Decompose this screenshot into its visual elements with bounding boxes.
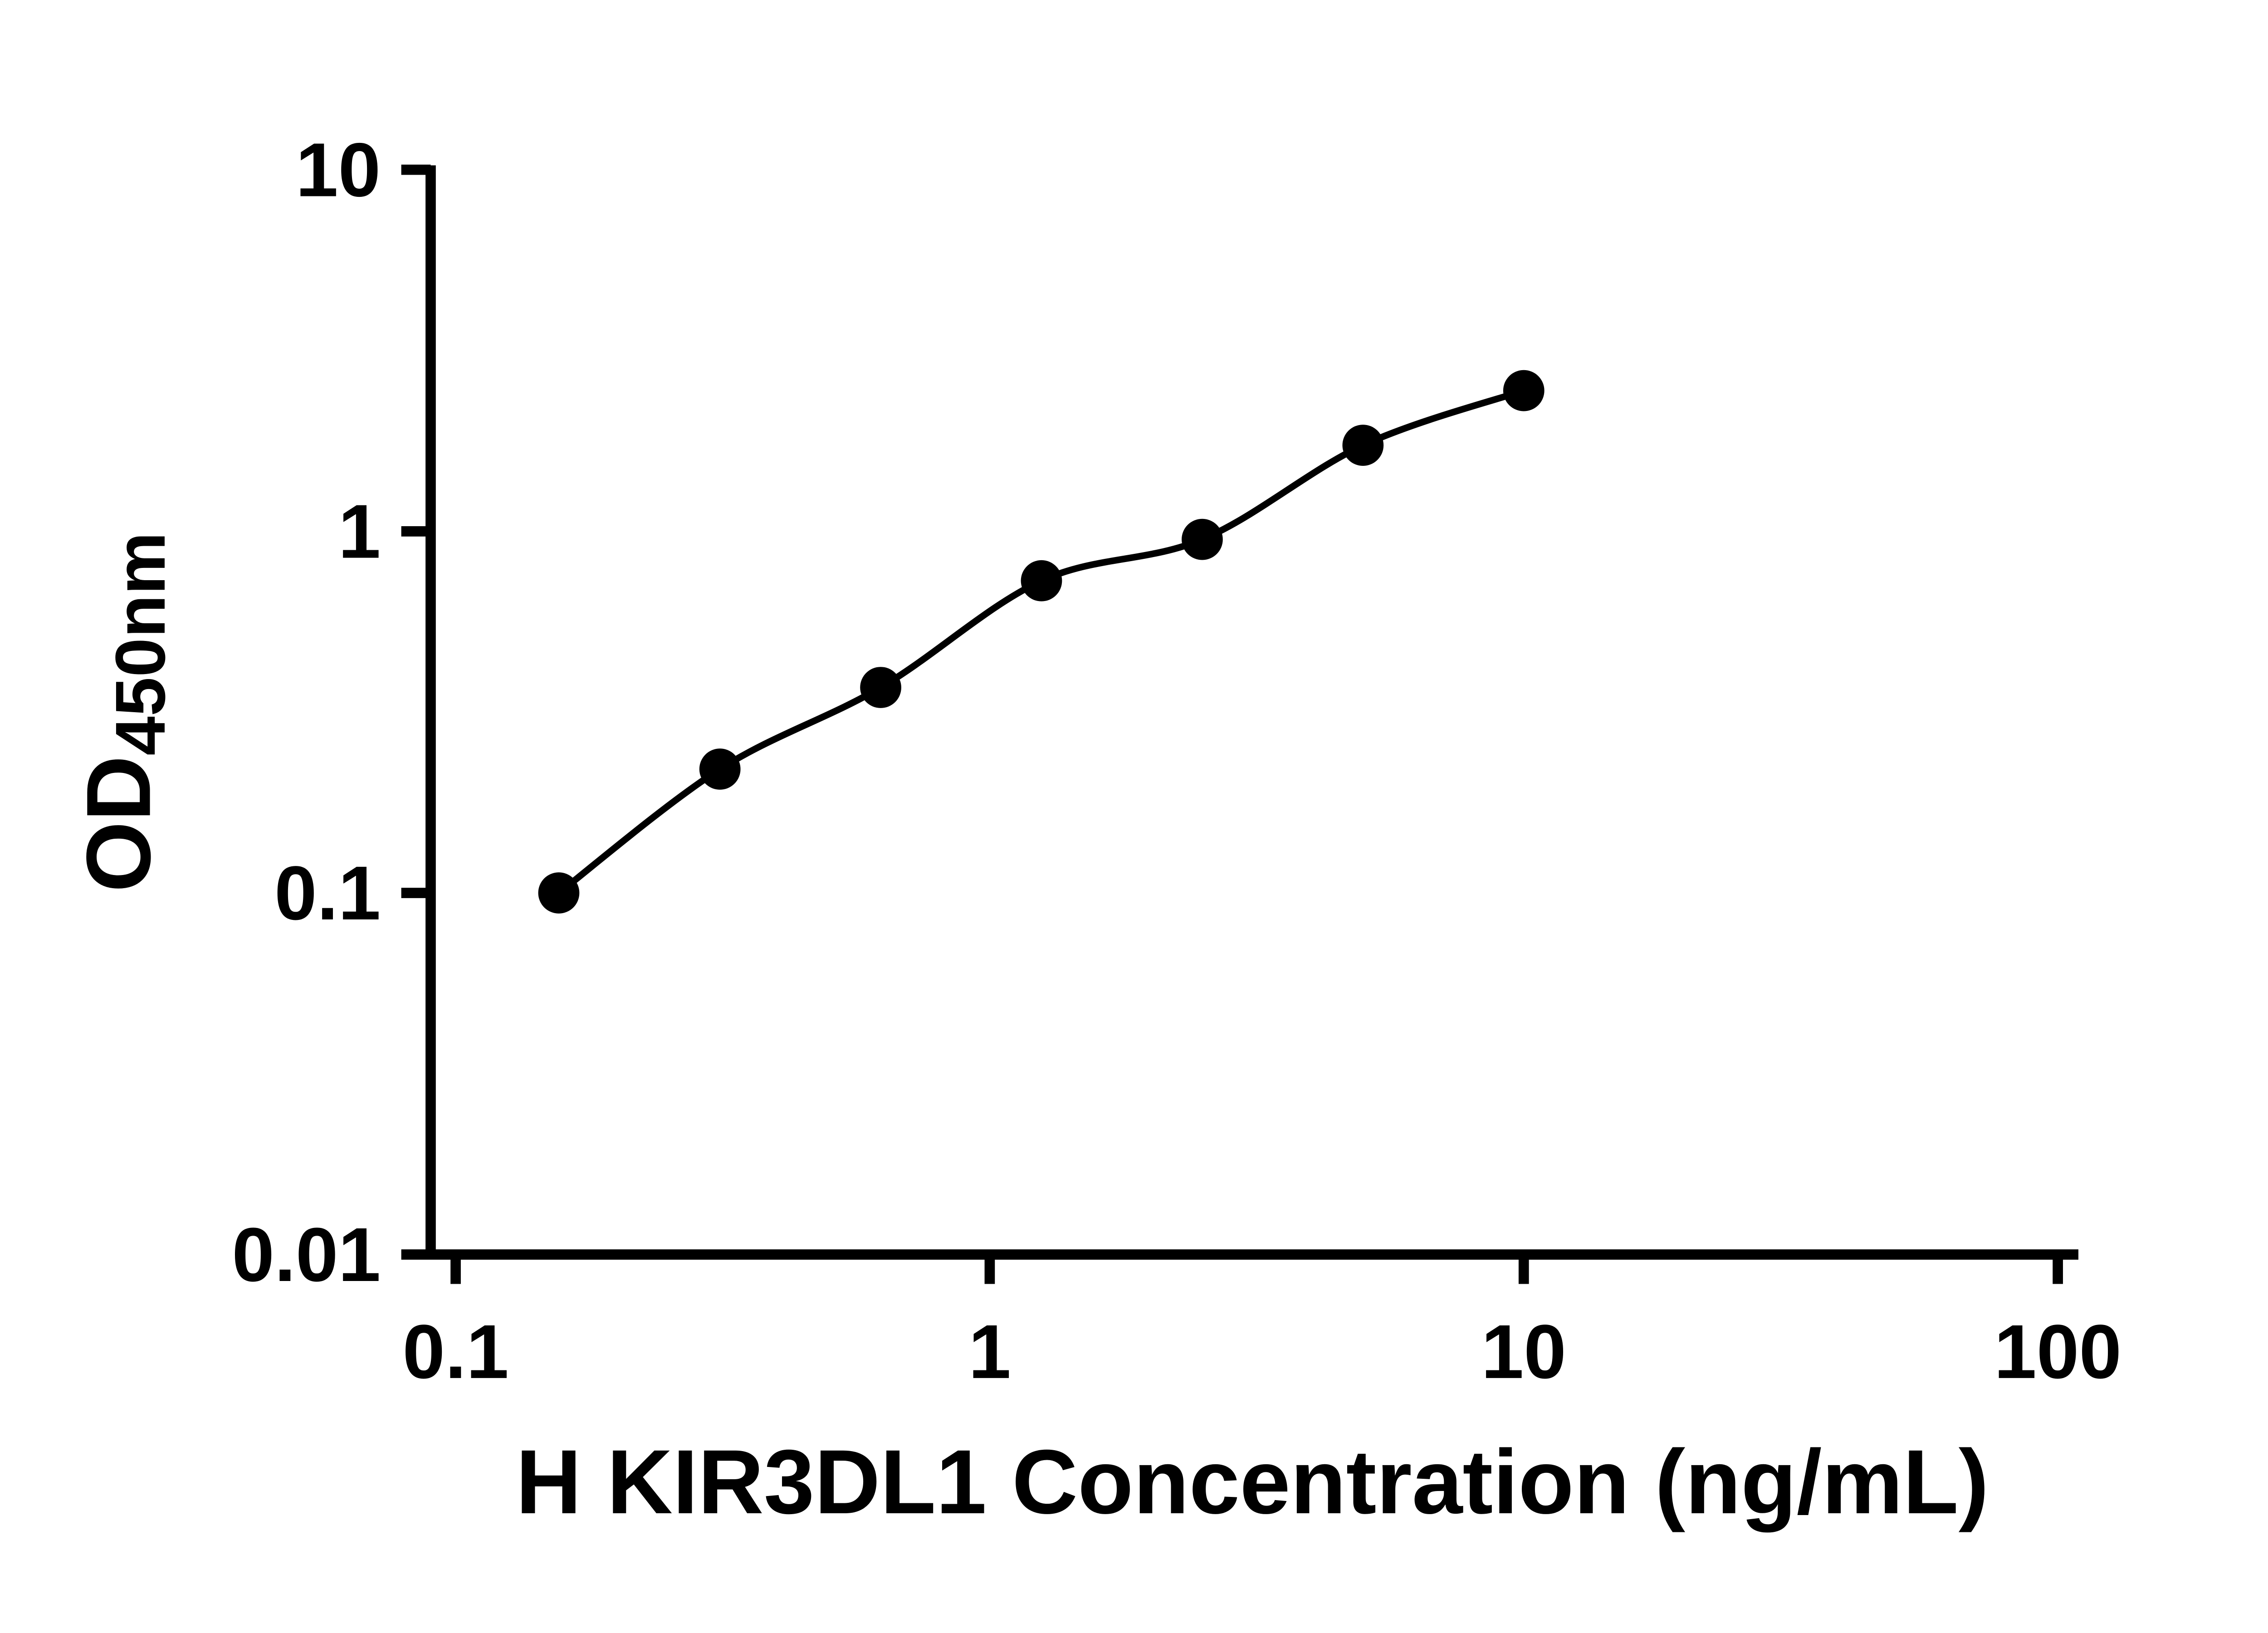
data-point [699, 748, 741, 790]
y-tick-label: 0.1 [274, 850, 381, 936]
x-tick-label: 0.1 [402, 1309, 508, 1394]
x-axis-title: H KIR3DL1 Concentration (ng/mL) [516, 1431, 1989, 1533]
y-tick-label: 1 [338, 489, 381, 574]
data-point [1182, 518, 1223, 560]
data-point [860, 667, 901, 708]
y-tick-label: 10 [296, 127, 381, 213]
data-series [538, 370, 1545, 914]
x-tick-label: 1 [968, 1309, 1011, 1394]
data-point [1342, 425, 1384, 466]
y-axis-title-sub: 450nm [101, 532, 180, 756]
fit-curve [557, 387, 1525, 896]
x-tick-label: 100 [1994, 1309, 2121, 1394]
x-tick-label: 10 [1481, 1309, 1566, 1394]
data-point [1021, 560, 1062, 601]
data-point [538, 872, 580, 914]
data-point [1503, 370, 1545, 411]
y-axis-title-main: OD [68, 756, 170, 892]
y-tick-label: 0.01 [232, 1212, 381, 1297]
y-axis-title: OD450nm [68, 532, 180, 892]
